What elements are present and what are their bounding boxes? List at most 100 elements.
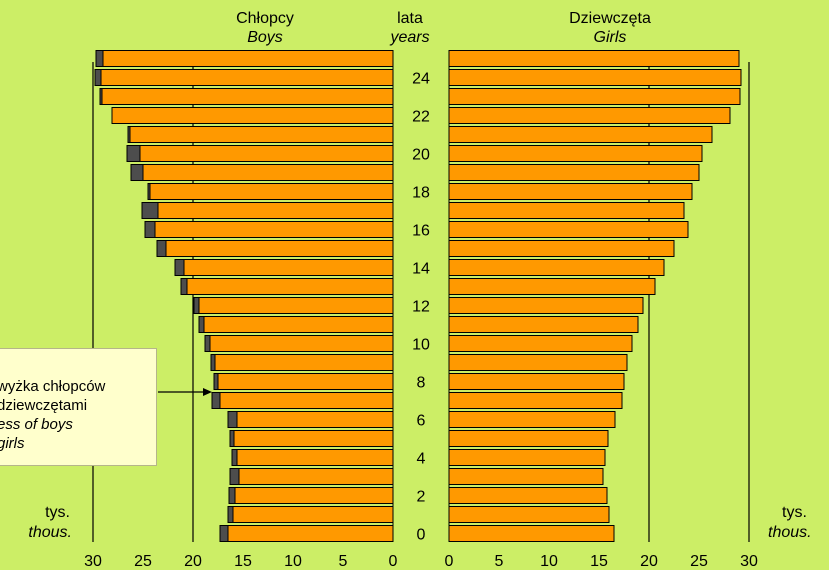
x-tick-label-right: 30 [740,553,758,570]
x-tick-label-right: 5 [495,553,504,570]
bar-boys [219,392,394,409]
bar-boys-excess [198,316,205,333]
bar-boys [198,297,394,314]
bar-boys-excess [231,449,238,466]
bar-girls [448,183,693,200]
bar-boys [186,278,394,295]
bar-girls [448,126,713,143]
bar-boys [139,145,394,162]
x-tick-label-right: 10 [540,553,558,570]
bar-boys [157,202,394,219]
bar-girls [448,240,675,257]
bar-boys [227,525,394,542]
bar-boys-excess [193,297,200,314]
bar-girls [448,449,606,466]
bar-boys [183,259,394,276]
bar-boys [232,506,394,523]
x-tick-label-left: 0 [389,553,398,570]
bar-boys [100,69,394,86]
x-tick-label-right: 20 [640,553,658,570]
bar-girls [448,373,625,390]
bar-girls [448,525,615,542]
unit-left-en: thous. [28,524,72,541]
bar-boys-excess [229,468,240,485]
age-tick-label: 18 [412,185,430,202]
bar-boys [236,411,394,428]
title-boys: Chłopcy [236,10,294,27]
bar-girls [448,354,628,371]
unit-left: tys. [45,504,70,521]
bar-boys [234,487,394,504]
bar-boys [149,183,394,200]
bar-girls [448,202,685,219]
bar-girls [448,145,703,162]
bar-boys-excess [228,487,236,504]
bar-boys-excess [227,411,238,428]
bar-boys-excess [211,392,221,409]
bar-boys [111,107,394,124]
bar-boys-excess [174,259,185,276]
x-tick-label-right: 0 [445,553,454,570]
x-tick-label-right: 15 [590,553,608,570]
bar-boys-excess [210,354,216,371]
bar-girls [448,50,740,67]
bar-boys-excess [180,278,188,295]
bar-boys-excess [94,69,102,86]
bar-girls [448,107,731,124]
bar-girls [448,468,604,485]
bar-boys-excess [227,506,234,523]
bar-girls [448,297,644,314]
bar-boys [236,449,394,466]
x-tick-label-left: 25 [134,553,152,570]
bar-boys-excess [126,145,141,162]
title-age-en: years [390,29,430,46]
annotation-arrow-head [203,388,212,396]
x-tick-label-left: 20 [184,553,202,570]
bar-boys-excess [141,202,159,219]
annotation-line-1: wyżka chłopców [0,378,106,395]
bar-girls [448,259,665,276]
bar-girls [448,430,609,447]
bar-boys [142,164,394,181]
x-tick-label-left: 5 [339,553,348,570]
bar-girls [448,335,633,352]
age-tick-label: 16 [412,223,430,240]
age-tick-label: 22 [412,109,430,126]
bar-boys [238,468,394,485]
title-age: lata [397,10,423,27]
bar-boys [129,126,394,143]
bar-boys-excess [219,525,229,542]
age-tick-label: 0 [417,527,426,544]
bar-boys-excess [95,50,104,67]
annotation-line-3: ess of boys [0,416,73,433]
bar-boys [154,221,394,238]
x-tick-label-left: 15 [234,553,252,570]
annotation-line-4: girls [0,435,25,452]
bar-boys [203,316,394,333]
bar-boys [214,354,394,371]
x-tick-label-right: 25 [690,553,708,570]
x-tick-label-left: 30 [84,553,102,570]
bar-girls [448,506,610,523]
bar-girls [448,411,616,428]
bar-boys-excess [156,240,167,257]
bar-boys-excess [229,430,235,447]
bar-boys [233,430,394,447]
unit-right: tys. [782,504,807,521]
bar-girls [448,69,742,86]
age-tick-label: 8 [417,375,426,392]
unit-right-en: thous. [768,524,812,541]
excess-annotation-box: wyżka chłopców dziewczętami ess of boys … [0,348,157,466]
bar-boys [102,50,394,67]
annotation-line-2: dziewczętami [0,397,88,414]
age-tick-label: 24 [412,71,430,88]
bar-girls [448,278,656,295]
bar-girls [448,88,741,105]
title-girls: Dziewczęta [569,10,651,27]
age-tick-label: 2 [417,489,426,506]
bar-boys [165,240,394,257]
age-tick-label: 14 [412,261,430,278]
x-tick-label-left: 10 [284,553,302,570]
bar-boys [217,373,394,390]
